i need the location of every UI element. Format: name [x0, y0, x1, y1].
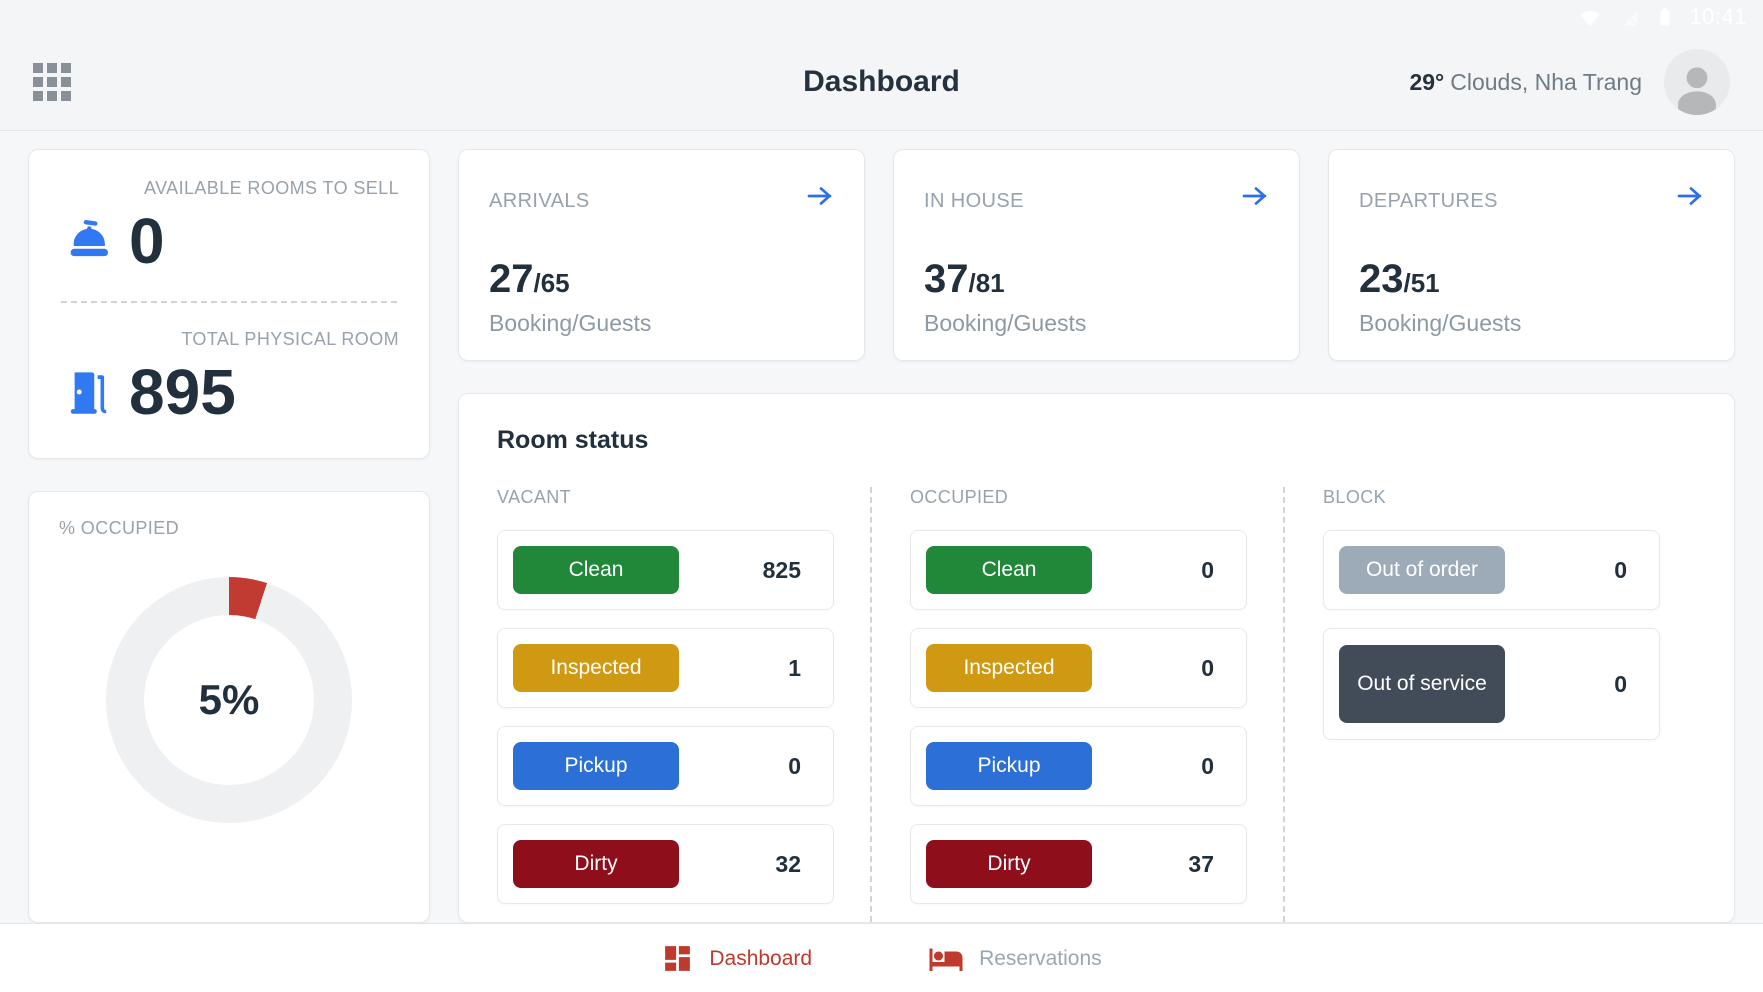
grid-menu-icon[interactable] [33, 63, 71, 101]
nav-label-reservations: Reservations [979, 946, 1102, 970]
bottom-nav: Dashboard Reservations [0, 923, 1763, 992]
departures-total: /51 [1403, 268, 1440, 298]
dashboard-icon [665, 946, 691, 971]
status-badge: Pickup [926, 742, 1092, 790]
departures-card[interactable]: DEPARTURES 23/51 Booking/Guests [1328, 149, 1735, 361]
total-rooms-label: TOTAL PHYSICAL ROOM [181, 329, 399, 349]
status-bar: 10:41 [0, 0, 1763, 34]
occupancy-percent: 5% [144, 615, 314, 785]
status-count: 0 [1614, 670, 1627, 697]
status-row-occupied-dirty[interactable]: Dirty 37 [910, 824, 1247, 904]
status-count: 0 [1614, 556, 1627, 583]
clock: 10:41 [1689, 4, 1747, 29]
arrivals-total: /65 [533, 268, 570, 298]
status-count: 825 [762, 556, 801, 583]
nav-item-reservations[interactable]: Reservations [928, 941, 1102, 977]
status-badge: Pickup [513, 742, 679, 790]
status-badge: Dirty [926, 840, 1092, 888]
arrivals-value: 27 [489, 257, 534, 301]
vacant-label: VACANT [497, 487, 572, 507]
status-row-block-out-of-order[interactable]: Out of order 0 [1323, 530, 1660, 610]
arrivals-card[interactable]: ARRIVALS 27/65 Booking/Guests [458, 149, 865, 361]
occupancy-donut: 5% [106, 577, 352, 823]
block-column: BLOCK Out of order 0 Out of service 0 [1283, 487, 1696, 922]
in-house-total: /81 [968, 268, 1005, 298]
status-count: 1 [788, 654, 801, 681]
occupied-column: OCCUPIED Clean 0 Inspected 0 Pickup 0 D [870, 487, 1283, 922]
room-status-title: Room status [497, 426, 649, 454]
divider [61, 301, 397, 303]
in-house-sublabel: Booking/Guests [924, 310, 1087, 336]
departures-value: 23 [1359, 257, 1404, 301]
weather-temp: 29° [1409, 68, 1445, 95]
in-house-label: IN HOUSE [924, 190, 1024, 212]
occupancy-label: % OCCUPIED [59, 518, 180, 538]
departures-sublabel: Booking/Guests [1359, 310, 1522, 336]
in-house-card[interactable]: IN HOUSE 37/81 Booking/Guests [893, 149, 1300, 361]
vacant-column: VACANT Clean 825 Inspected 1 Pickup 0 D [497, 487, 870, 922]
weather-widget: 29° Clouds, Nha Trang [1409, 69, 1642, 96]
status-badge: Clean [926, 546, 1092, 594]
arrivals-sublabel: Booking/Guests [489, 310, 652, 336]
arrow-right-icon[interactable] [1239, 184, 1271, 213]
cellular-icon [1623, 10, 1638, 26]
status-count: 0 [1201, 556, 1214, 583]
rooms-summary-card: AVAILABLE ROOMS TO SELL 0 TOTAL PHYSICAL… [28, 149, 430, 459]
nav-item-dashboard[interactable]: Dashboard [661, 942, 812, 975]
available-rooms-label: AVAILABLE ROOMS TO SELL [144, 178, 399, 198]
available-rooms-value: 0 [129, 205, 165, 277]
status-badge: Out of service [1339, 645, 1505, 723]
status-row-occupied-inspected[interactable]: Inspected 0 [910, 628, 1247, 708]
reservations-icon [929, 948, 963, 971]
in-house-value: 37 [924, 257, 969, 301]
weather-desc: Clouds, Nha Trang [1450, 68, 1642, 95]
status-count: 0 [1201, 654, 1214, 681]
departures-label: DEPARTURES [1359, 190, 1498, 212]
status-badge: Out of order [1339, 546, 1505, 594]
status-badge: Inspected [513, 644, 679, 692]
status-row-occupied-clean[interactable]: Clean 0 [910, 530, 1247, 610]
status-badge: Inspected [926, 644, 1092, 692]
app-header: Dashboard 29° Clouds, Nha Trang [0, 34, 1763, 130]
status-row-occupied-pickup[interactable]: Pickup 0 [910, 726, 1247, 806]
block-label: BLOCK [1323, 487, 1387, 507]
door-icon [59, 366, 117, 418]
arrow-right-icon[interactable] [1674, 184, 1706, 213]
status-count: 0 [1201, 752, 1214, 779]
status-row-vacant-clean[interactable]: Clean 825 [497, 530, 834, 610]
status-row-vacant-pickup[interactable]: Pickup 0 [497, 726, 834, 806]
nav-label-dashboard: Dashboard [709, 946, 813, 970]
status-count: 0 [788, 752, 801, 779]
status-badge: Dirty [513, 840, 679, 888]
arrow-right-icon[interactable] [804, 184, 836, 213]
room-status-card: Room status VACANT Clean 825 Inspected 1… [458, 393, 1735, 923]
service-bell-icon [59, 219, 117, 263]
status-row-vacant-dirty[interactable]: Dirty 32 [497, 824, 834, 904]
main-content: AVAILABLE ROOMS TO SELL 0 TOTAL PHYSICAL… [0, 131, 1763, 923]
occupancy-card: % OCCUPIED 5% [28, 491, 430, 923]
battery-icon [1660, 8, 1670, 26]
status-count: 32 [775, 850, 801, 877]
status-count: 37 [1188, 850, 1214, 877]
status-row-vacant-inspected[interactable]: Inspected 1 [497, 628, 834, 708]
avatar[interactable] [1664, 49, 1730, 115]
arrivals-label: ARRIVALS [489, 190, 590, 212]
occupied-label: OCCUPIED [910, 487, 1009, 507]
status-badge: Clean [513, 546, 679, 594]
status-row-block-out-of-service[interactable]: Out of service 0 [1323, 628, 1660, 740]
wifi-icon [1580, 10, 1600, 27]
total-rooms-value: 895 [129, 356, 236, 428]
top-chrome: 10:41 Dashboard 29° Clouds, Nha Trang [0, 0, 1763, 131]
person-icon [1678, 67, 1716, 115]
